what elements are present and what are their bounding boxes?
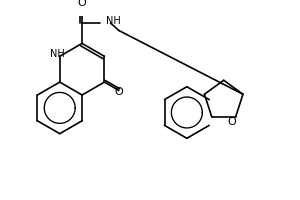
Text: O: O [227, 117, 236, 127]
Text: NH: NH [106, 16, 121, 26]
Text: O: O [78, 0, 86, 8]
Text: O: O [114, 87, 123, 97]
Text: NH: NH [50, 49, 64, 59]
